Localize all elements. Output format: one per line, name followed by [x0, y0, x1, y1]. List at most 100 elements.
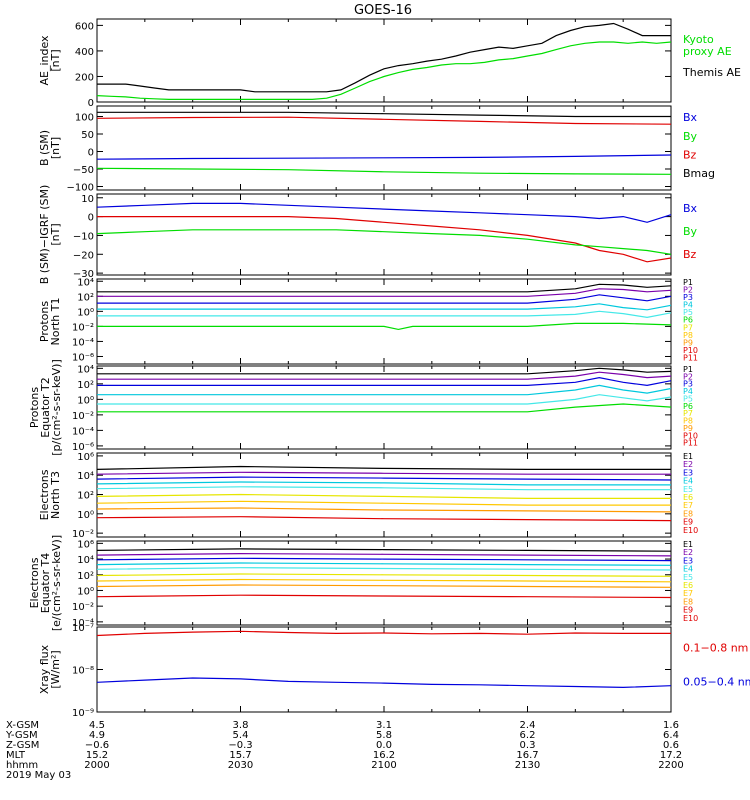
plot-frame: [96, 193, 672, 276]
legend-entry: 0.05−0.4 nm: [683, 675, 750, 688]
y-tick-label: 10⁴: [77, 471, 94, 482]
legend-entry: P4: [683, 301, 693, 310]
footer-cell: 0.6: [663, 740, 679, 751]
series-p6: [97, 403, 672, 413]
legend-entry: Kyoto proxy AE: [683, 33, 732, 58]
y-tick-label: 10⁶: [77, 452, 94, 463]
series-e4: [96, 562, 672, 566]
figure-title: GOES-16: [354, 3, 412, 18]
legend-entry: By: [683, 130, 698, 143]
y-tick-label: −50: [73, 165, 94, 176]
legend-entry: 0.1−0.8 nm: [683, 641, 748, 654]
series-e6: [96, 493, 671, 499]
legend-entry: E2: [683, 548, 693, 557]
footer-cell: 2200: [658, 760, 683, 771]
y-axis-label: AE_index[nT]: [38, 35, 62, 86]
legend-entry: P7: [683, 323, 693, 332]
y-tick-label: −10: [73, 231, 94, 242]
footer-cell: 2100: [371, 760, 396, 771]
y-tick-label: 400: [75, 47, 94, 58]
legend-entry: Bz: [683, 248, 697, 261]
series-p4: [97, 303, 672, 311]
footer-row-label: 2019 May 03: [6, 770, 71, 781]
series-e3: [96, 476, 672, 481]
y-tick-label: 10²: [77, 380, 94, 391]
footer-row-label: X-GSM: [6, 720, 39, 731]
y-tick-label: 10⁰: [77, 307, 94, 318]
series-0-05-0-4-nm: [96, 677, 672, 689]
series-p2: [97, 371, 672, 380]
y-tick-label: 0: [88, 98, 94, 109]
legend-entry: P5: [683, 394, 693, 403]
legend-entry: E10: [683, 614, 698, 623]
legend-entry: E1: [683, 452, 693, 461]
footer-cell: −0.6: [85, 740, 109, 751]
y-tick-label: 50: [81, 130, 94, 141]
panel-7: 10⁶ 10⁴ 10² 10⁰ 10⁻² 10⁻⁴ ElectronsEquator T4[…: [28, 535, 698, 631]
y-tick-label: −30: [73, 269, 94, 280]
footer-cell: 2130: [515, 760, 540, 771]
y-tick-label: 10²: [77, 292, 94, 303]
y-axis-label: ProtonsEquator T2[p/(cm²-s-sr-keV)]: [28, 359, 63, 456]
footer-cell: 15.2: [86, 750, 108, 761]
footer-cell: 6.2: [520, 730, 536, 741]
legend-entry: P9: [683, 424, 693, 433]
footer-cell: 3.8: [233, 720, 249, 731]
series-e2: [96, 552, 672, 557]
legend-entry: P8: [683, 417, 693, 426]
footer-cell: −0.3: [228, 740, 252, 751]
legend-entry: P2: [683, 372, 693, 381]
y-tick-label: 10⁻⁶: [72, 352, 94, 363]
y-axis-label: B (SM)[nT]: [38, 130, 62, 166]
legend-entry: P5: [683, 308, 693, 317]
y-tick-label: 10⁰: [77, 395, 94, 406]
y-tick-label: 200: [75, 72, 94, 83]
series-p1: [97, 283, 672, 293]
footer-cell: 2000: [84, 760, 109, 771]
legend-entry: Bmag: [683, 167, 715, 180]
series-bmag: [97, 111, 671, 118]
y-tick-label: 10⁶: [77, 539, 94, 550]
series-p5: [97, 310, 672, 319]
panel-1: 0 200 400 600 AE_index[nT] Kyoto proxy AE Themi…: [38, 18, 741, 109]
footer-row-label: hhmm: [6, 760, 38, 771]
series-0-1-0-8-nm: [96, 630, 671, 637]
legend-entry: P4: [683, 387, 693, 396]
footer-cell: 5.8: [376, 730, 392, 741]
legend-entry: E3: [683, 556, 693, 565]
footer-row-label: MLT: [6, 750, 26, 761]
y-axis-label: B (SM)−IGRF (SM)[nT]: [38, 185, 62, 285]
legend-entry: E9: [683, 518, 693, 527]
series-e2: [96, 471, 671, 475]
legend-entry: Bx: [683, 202, 698, 215]
legend-entry: E9: [683, 606, 693, 615]
y-tick-label: 10⁻²: [72, 322, 94, 333]
y-tick-label: 10⁻²: [72, 529, 94, 540]
legend-entry: By: [683, 225, 698, 238]
y-tick-label: 10⁻⁴: [72, 337, 94, 348]
legend-entry: Bx: [683, 111, 698, 124]
legend-entry: E7: [683, 589, 693, 598]
legend-entry: E8: [683, 509, 693, 518]
y-tick-label: 10⁴: [77, 364, 94, 375]
series-p2: [97, 288, 672, 297]
legend-entry: P11: [683, 439, 698, 448]
footer-cell: 2.4: [520, 720, 536, 731]
series-e9: [96, 594, 672, 599]
series-e7: [96, 578, 672, 583]
y-tick-label: 10⁻⁴: [72, 618, 94, 629]
series-kyoto-proxy-ae: [96, 41, 672, 101]
footer-cell: 17.2: [660, 750, 682, 761]
legend-entry: P1: [683, 278, 693, 287]
footer-cell: 1.6: [663, 720, 679, 731]
series-bx: [96, 154, 672, 160]
legend-entry: P2: [683, 286, 693, 295]
footer-cell: 15.7: [229, 750, 251, 761]
series-e5: [96, 567, 672, 571]
y-tick-label: 0: [88, 213, 94, 224]
legend-entry: E4: [683, 477, 693, 486]
series-by: [96, 229, 672, 255]
y-axis-label: ElectronsNorth T3: [38, 469, 62, 520]
